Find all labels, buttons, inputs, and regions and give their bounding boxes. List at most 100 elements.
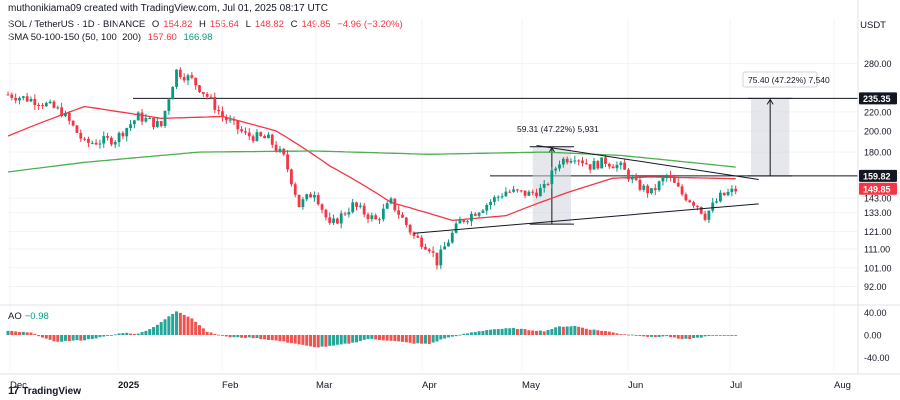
ao-bar bbox=[381, 335, 385, 341]
candle-body bbox=[355, 202, 358, 207]
badge-level-upper-bg bbox=[859, 92, 897, 105]
candle-body bbox=[535, 192, 538, 197]
candle-body bbox=[313, 195, 316, 198]
ao-bar bbox=[274, 335, 278, 341]
candle-body bbox=[343, 213, 347, 215]
ao-bar bbox=[37, 335, 41, 337]
high-label: H bbox=[199, 19, 206, 30]
candle-body bbox=[630, 177, 634, 180]
ao-bar bbox=[397, 335, 401, 342]
ao-bar bbox=[328, 335, 332, 346]
ao-bar bbox=[366, 335, 370, 340]
ao-bar bbox=[508, 328, 512, 335]
candle-body bbox=[335, 218, 339, 224]
candle-body bbox=[255, 132, 259, 141]
ao-bar bbox=[220, 334, 224, 336]
candle-body bbox=[370, 215, 374, 220]
candle-body bbox=[485, 204, 489, 211]
ao-bar bbox=[519, 328, 523, 335]
ao-bar bbox=[148, 329, 152, 335]
ao-label: AO bbox=[8, 311, 22, 322]
ao-bar bbox=[155, 324, 159, 335]
candle-body bbox=[619, 162, 623, 165]
ao-bar bbox=[512, 327, 516, 335]
candle-body bbox=[290, 169, 293, 185]
ao-bar bbox=[347, 335, 351, 344]
candle-body bbox=[500, 196, 504, 198]
ao-bar bbox=[454, 335, 458, 337]
ao-bar bbox=[489, 329, 493, 335]
candle-body bbox=[726, 191, 730, 196]
candle-body bbox=[581, 160, 584, 164]
ao-bar bbox=[282, 335, 286, 342]
ao-bar bbox=[125, 332, 129, 335]
candle-body bbox=[71, 120, 75, 126]
candle-body bbox=[435, 252, 439, 266]
ao-legend[interactable]: AO −0.98 bbox=[8, 311, 49, 322]
candle-body bbox=[98, 143, 102, 145]
logo-text: TradingView bbox=[22, 385, 81, 397]
symbol-label[interactable]: SOL / TetherUS · 1D · BINANCE bbox=[8, 19, 146, 30]
candle-body bbox=[470, 213, 473, 222]
candle-body bbox=[328, 217, 332, 223]
ao-bar bbox=[251, 335, 255, 339]
x-tick-label: Jul bbox=[730, 380, 742, 391]
candle-body bbox=[646, 185, 650, 194]
ao-bar bbox=[734, 335, 738, 336]
candle-body bbox=[615, 164, 619, 169]
ao-bar bbox=[481, 330, 485, 335]
ao-bar bbox=[439, 335, 443, 340]
high-value: 155.64 bbox=[209, 19, 239, 30]
candle-body bbox=[129, 124, 132, 129]
tradingview-logo[interactable]: 17 TradingView bbox=[8, 385, 81, 397]
ao-bar bbox=[676, 335, 680, 339]
ao-bar bbox=[10, 331, 14, 335]
axes: 280.00 220.00 200.00 180.00 143.00 133.00 121.… bbox=[0, 0, 900, 391]
candle-body bbox=[251, 136, 255, 141]
ao-bar bbox=[703, 335, 707, 337]
ao-bar bbox=[500, 328, 504, 335]
candle-body bbox=[569, 161, 573, 163]
candle-body bbox=[431, 251, 435, 253]
candle-body bbox=[117, 132, 121, 143]
ao-bar bbox=[496, 329, 500, 335]
candle-body bbox=[347, 212, 351, 215]
candle-body bbox=[240, 129, 244, 132]
candle-body bbox=[489, 201, 492, 205]
candle-body bbox=[247, 132, 251, 137]
ao-bar bbox=[477, 331, 481, 335]
candle-body bbox=[412, 232, 416, 236]
sma-value-red: 157.60 bbox=[147, 32, 177, 43]
ao-bar bbox=[270, 335, 274, 341]
candle-body bbox=[592, 161, 596, 170]
ao-bar bbox=[550, 328, 554, 335]
candle-body bbox=[527, 191, 531, 196]
sma-legend-line[interactable]: SMA 50-100-150 (50, 100, 200) 157.60 166… bbox=[8, 32, 217, 43]
candle-body bbox=[228, 119, 232, 121]
candle-body bbox=[711, 202, 715, 211]
ao-bar bbox=[213, 333, 217, 335]
trendline bbox=[536, 145, 759, 180]
candle-body bbox=[565, 158, 569, 163]
ao-bar bbox=[48, 335, 52, 340]
candle-body bbox=[680, 186, 684, 195]
y-tick-label: 92.00 bbox=[864, 282, 887, 292]
candle-body bbox=[209, 96, 213, 98]
ao-bar bbox=[312, 335, 316, 348]
ao-bar bbox=[56, 335, 60, 342]
ao-bar bbox=[205, 331, 209, 335]
ao-bar bbox=[646, 335, 650, 337]
candle-body bbox=[730, 188, 734, 192]
ao-bar bbox=[297, 335, 301, 345]
candle-body bbox=[94, 142, 98, 145]
candle-body bbox=[676, 182, 680, 187]
y-tick-label: 133.00 bbox=[864, 208, 892, 218]
ao-bar bbox=[653, 335, 657, 338]
candles bbox=[6, 67, 738, 270]
ao-bar bbox=[515, 329, 519, 335]
x-tick-label: Apr bbox=[422, 380, 437, 391]
ao-bar bbox=[680, 335, 684, 340]
candle-body bbox=[198, 85, 201, 93]
candle-body bbox=[18, 97, 21, 101]
